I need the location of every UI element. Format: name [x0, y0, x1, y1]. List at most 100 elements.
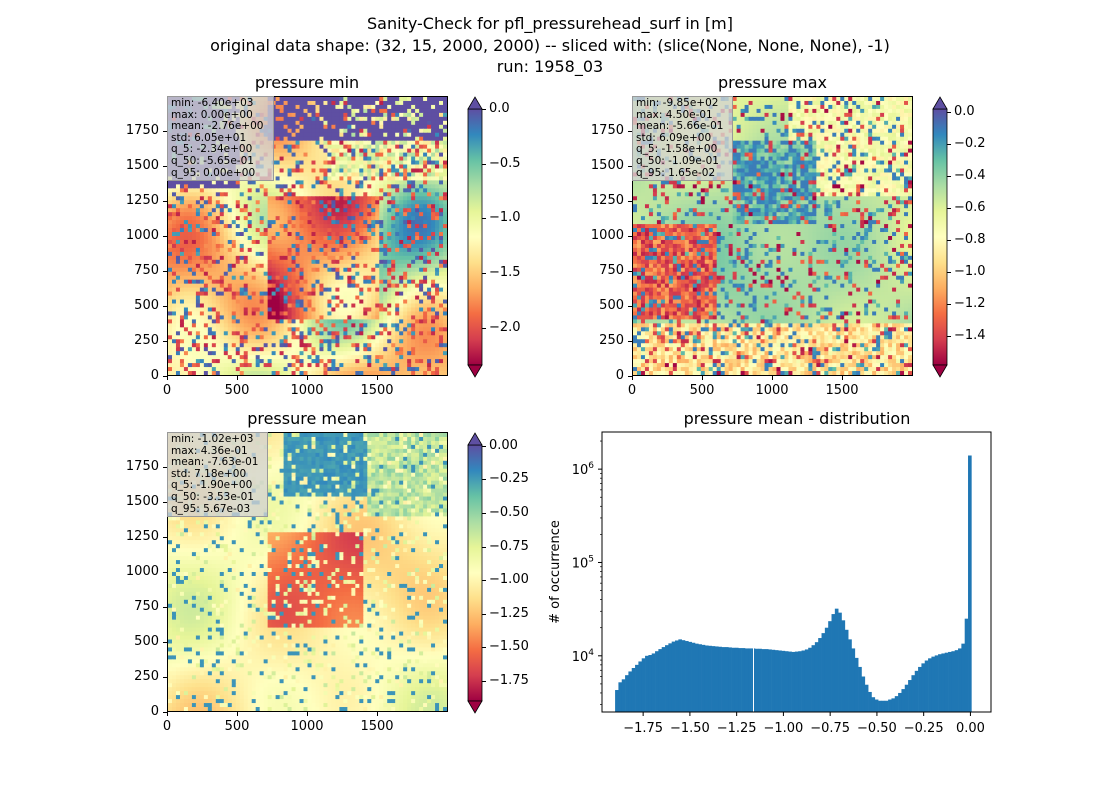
histogram-bar — [784, 651, 789, 712]
stat-line: mean: -2.76e+00 — [171, 120, 264, 133]
colorbar-tick-label: −0.2 — [954, 135, 986, 151]
y-tick-mark — [163, 537, 167, 538]
colorbar-gradient — [467, 432, 483, 714]
histogram-bar — [834, 608, 839, 712]
histogram-bar — [698, 644, 702, 712]
colorbar-tick-label: −1.75 — [489, 672, 529, 688]
histogram-title: pressure mean - distribution — [683, 409, 911, 428]
histogram-bar — [678, 639, 682, 712]
y-tick-label: 750 — [134, 263, 159, 278]
histogram-bar — [798, 651, 802, 712]
colorbar-tick-label: −0.75 — [489, 538, 529, 554]
y-tick-label: 500 — [134, 298, 159, 313]
y-tick-label: 1750 — [590, 123, 624, 138]
y-tick-label: 1000 — [125, 228, 159, 243]
histogram-bar — [731, 647, 736, 712]
histogram-bar — [878, 700, 882, 712]
histogram-bar — [818, 638, 822, 712]
stat-line: min: -9.85e+02 — [636, 97, 719, 109]
colorbar-tick-label: 0.0 — [954, 103, 975, 119]
histogram-bar — [944, 652, 949, 712]
histogram-bar — [621, 679, 626, 712]
y-tick-mark — [628, 271, 632, 272]
histogram-bar — [871, 697, 876, 712]
colorbar-tick-mark — [482, 479, 486, 481]
x-tick-mark — [237, 712, 238, 716]
colorbar-tick-label: −0.8 — [954, 231, 986, 247]
histogram-bar — [844, 629, 849, 712]
colorbar-tick-mark — [482, 163, 486, 165]
colorbar-tick-mark — [482, 546, 486, 548]
histogram-bar — [704, 645, 709, 712]
histogram-bar — [874, 699, 879, 712]
histogram-bar — [838, 612, 842, 712]
histogram-bar — [948, 651, 952, 712]
stat-line: q_95: 0.00e+00 — [171, 166, 256, 179]
y-tick-mark — [628, 376, 632, 377]
stat-line: q_50: -1.09e-01 — [636, 154, 719, 167]
histogram-bar — [681, 640, 686, 712]
stat-line: q_95: 5.67e-03 — [171, 502, 251, 515]
histogram-bar — [851, 648, 856, 712]
x-tick-mark — [702, 376, 703, 380]
x-tick-label: 1000 — [290, 383, 324, 398]
histogram-bar — [788, 651, 792, 712]
y-tick-label: 105 — [572, 554, 594, 571]
histogram-bar — [728, 647, 732, 712]
y-tick-mark — [163, 467, 167, 468]
histogram-bar — [821, 633, 826, 712]
y-tick-label: 0 — [615, 368, 624, 383]
histogram-bar — [814, 642, 819, 712]
histogram-bar — [861, 676, 866, 712]
y-tick-mark — [628, 306, 632, 307]
x-tick-mark — [377, 712, 378, 716]
colorbar-tick-mark — [482, 680, 486, 682]
histogram-bar — [761, 649, 766, 712]
histogram-bar — [914, 670, 919, 712]
stat-line: max: 4.36e-01 — [171, 444, 248, 457]
colorbar-tick-mark — [482, 512, 486, 514]
x-tick-label: −0.75 — [810, 721, 850, 736]
colorbar-tick-mark — [947, 111, 951, 113]
colorbar-tick-label: −0.25 — [489, 471, 529, 487]
colorbar-tick-label: −0.50 — [489, 504, 529, 520]
colorbar-tick-mark — [482, 445, 486, 447]
colorbar-tick-mark — [482, 109, 486, 110]
y-tick-label: 1750 — [125, 459, 159, 474]
colorbar-tick-mark — [482, 580, 486, 582]
histogram-bar — [645, 655, 649, 712]
histogram-bar — [908, 680, 912, 712]
x-tick-mark — [632, 376, 633, 380]
x-tick-mark — [167, 712, 168, 716]
colorbar-tick-label: −1.2 — [954, 296, 986, 312]
histogram-bar — [648, 655, 653, 712]
y-tick-mark — [163, 236, 167, 237]
y-tick-mark — [628, 131, 632, 132]
y-tick-label: 750 — [134, 599, 159, 614]
colorbar-tick-label: −0.5 — [489, 155, 521, 171]
y-tick-label: 1750 — [125, 123, 159, 138]
histogram-bar — [824, 627, 829, 712]
x-tick-mark — [772, 376, 773, 380]
y-tick-label: 250 — [134, 333, 159, 348]
histogram-bar — [854, 657, 859, 712]
x-tick-label: 1500 — [360, 719, 394, 734]
colorbar-tick-mark — [947, 304, 951, 306]
colorbar-tick-mark — [482, 327, 486, 329]
histogram-bar — [804, 649, 809, 712]
histogram-bar — [748, 648, 752, 712]
histogram-bar — [894, 696, 899, 712]
y-tick-mark — [163, 572, 167, 573]
x-tick-label: −1.50 — [670, 721, 710, 736]
histogram-bar — [711, 646, 716, 712]
colorbar-tick-label: −0.4 — [954, 167, 986, 183]
y-tick-label: 1000 — [590, 228, 624, 243]
y-tick-label: 500 — [134, 634, 159, 649]
histogram-bar — [658, 649, 663, 712]
y-tick-mark — [163, 376, 167, 377]
y-tick-label: 106 — [572, 461, 595, 478]
y-tick-mark — [628, 236, 632, 237]
histogram-bar — [771, 649, 776, 712]
histogram-bar — [615, 690, 619, 712]
stat-line: max: 4.50e-01 — [636, 108, 713, 121]
